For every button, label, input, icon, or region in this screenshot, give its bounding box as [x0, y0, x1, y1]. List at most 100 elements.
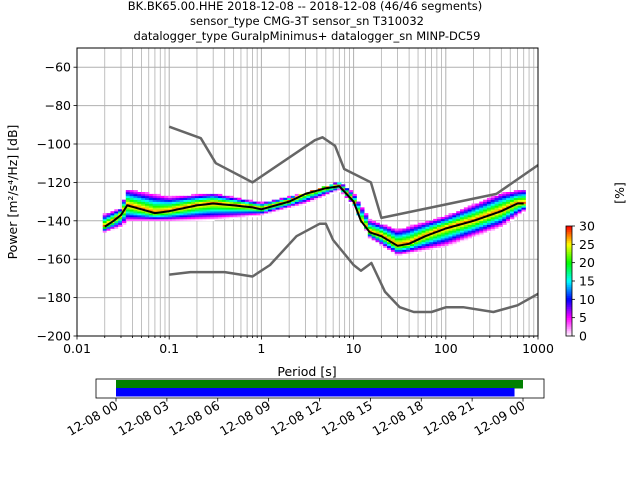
psd-cell	[237, 203, 242, 206]
psd-cell	[413, 238, 419, 241]
psd-cell	[164, 209, 169, 212]
psd-cell	[460, 211, 465, 214]
psd-cell	[440, 240, 446, 243]
psd-cell	[137, 197, 142, 200]
psd-cell	[271, 203, 277, 206]
psd-cell	[406, 240, 411, 243]
psd-cell	[440, 241, 446, 245]
psd-cell	[390, 236, 396, 239]
psd-cell	[325, 192, 330, 195]
psd-cell	[229, 207, 234, 210]
psd-cell	[206, 211, 211, 214]
psd-cell	[421, 240, 426, 243]
psd-cell	[460, 224, 465, 227]
psd-cell	[110, 211, 115, 214]
nlnm-line	[169, 222, 538, 314]
colorbar-cell	[566, 332, 572, 335]
psd-cell	[168, 201, 173, 204]
psd-cell	[452, 236, 457, 239]
colorbar-cell	[566, 235, 572, 238]
psd-cell	[486, 205, 492, 208]
psd-cell	[241, 211, 246, 214]
psd-cell	[506, 215, 511, 218]
title-line-1: BK.BK65.00.HHE 2018-12-08 -- 2018-12-08 …	[128, 0, 482, 13]
psd-cell	[402, 251, 407, 254]
colorbar-cell	[566, 292, 572, 295]
psd-cell	[129, 211, 134, 214]
psd-cell	[325, 190, 330, 193]
psd-cell	[267, 209, 273, 212]
psd-cell	[387, 236, 392, 239]
psd-cell	[394, 230, 400, 233]
psd-cell	[390, 228, 396, 231]
psd-cell	[498, 193, 503, 197]
psd-cell	[494, 197, 499, 200]
psd-cell	[402, 228, 407, 231]
psd-cell	[417, 230, 423, 233]
psd-cell	[218, 213, 223, 216]
psd-cell	[417, 236, 423, 239]
psd-cell	[502, 201, 507, 204]
psd-cell	[367, 226, 373, 229]
psd-cell	[406, 249, 411, 252]
psd-cell	[375, 238, 380, 241]
psd-cell	[106, 224, 111, 227]
psd-cell	[413, 241, 419, 245]
timeline-tick-label: 12-08 03	[115, 398, 171, 439]
psd-cell	[348, 193, 353, 197]
psd-cell	[287, 197, 292, 200]
psd-cell	[183, 209, 188, 212]
psd-cell	[452, 241, 457, 245]
colorbar-cell	[566, 282, 572, 286]
psd-cell	[148, 199, 154, 202]
psd-cell	[194, 218, 200, 222]
psd-cell	[440, 222, 446, 225]
psd-cell	[218, 199, 223, 202]
psd-cell	[456, 213, 461, 216]
psd-cell	[156, 203, 161, 206]
psd-cell	[160, 216, 165, 220]
psd-cell	[429, 220, 434, 224]
psd-cell	[129, 201, 134, 204]
psd-cell	[513, 201, 519, 204]
psd-cell	[302, 197, 307, 200]
psd-cell	[252, 211, 257, 214]
psd-cell	[463, 236, 469, 239]
psd-cell	[360, 209, 365, 212]
psd-cell	[260, 211, 265, 214]
timeline-tick-label: 12-08 21	[420, 398, 476, 439]
psd-cell	[509, 199, 515, 202]
psd-cell	[475, 232, 480, 235]
psd-cell	[421, 232, 426, 235]
psd-cell	[194, 197, 200, 200]
psd-cell	[248, 213, 254, 216]
psd-cell	[133, 190, 138, 193]
psd-cell	[141, 213, 146, 216]
x-axis: 0.01 0.1 1 10 100 1000	[63, 336, 554, 356]
colorbar-cell	[566, 253, 572, 256]
psd-cell	[141, 192, 146, 195]
title-line-2: sensor_type CMG-3T sensor_sn T310032	[190, 14, 424, 28]
colorbar-cell	[566, 293, 572, 297]
psd-cell	[471, 226, 476, 229]
psd-cell	[436, 240, 442, 243]
psd-cell	[298, 199, 304, 202]
psd-cell	[509, 209, 515, 212]
psd-cell	[486, 201, 492, 204]
psd-cell	[413, 228, 419, 231]
psd-cell	[152, 218, 158, 222]
psd-cell	[152, 213, 158, 216]
psd-cell	[271, 207, 277, 210]
psd-cell	[390, 232, 396, 235]
colorbar-tick-label: 10	[579, 292, 595, 307]
psd-cell	[452, 228, 457, 231]
psd-cell	[460, 238, 465, 241]
psd-cell	[410, 234, 415, 237]
psd-cell	[137, 201, 142, 204]
psd-cell	[509, 215, 515, 218]
colorbar-cell	[566, 301, 572, 304]
psd-cell	[264, 203, 269, 206]
psd-cell	[452, 230, 457, 233]
psd-cell	[129, 195, 134, 199]
psd-cell	[198, 211, 204, 214]
